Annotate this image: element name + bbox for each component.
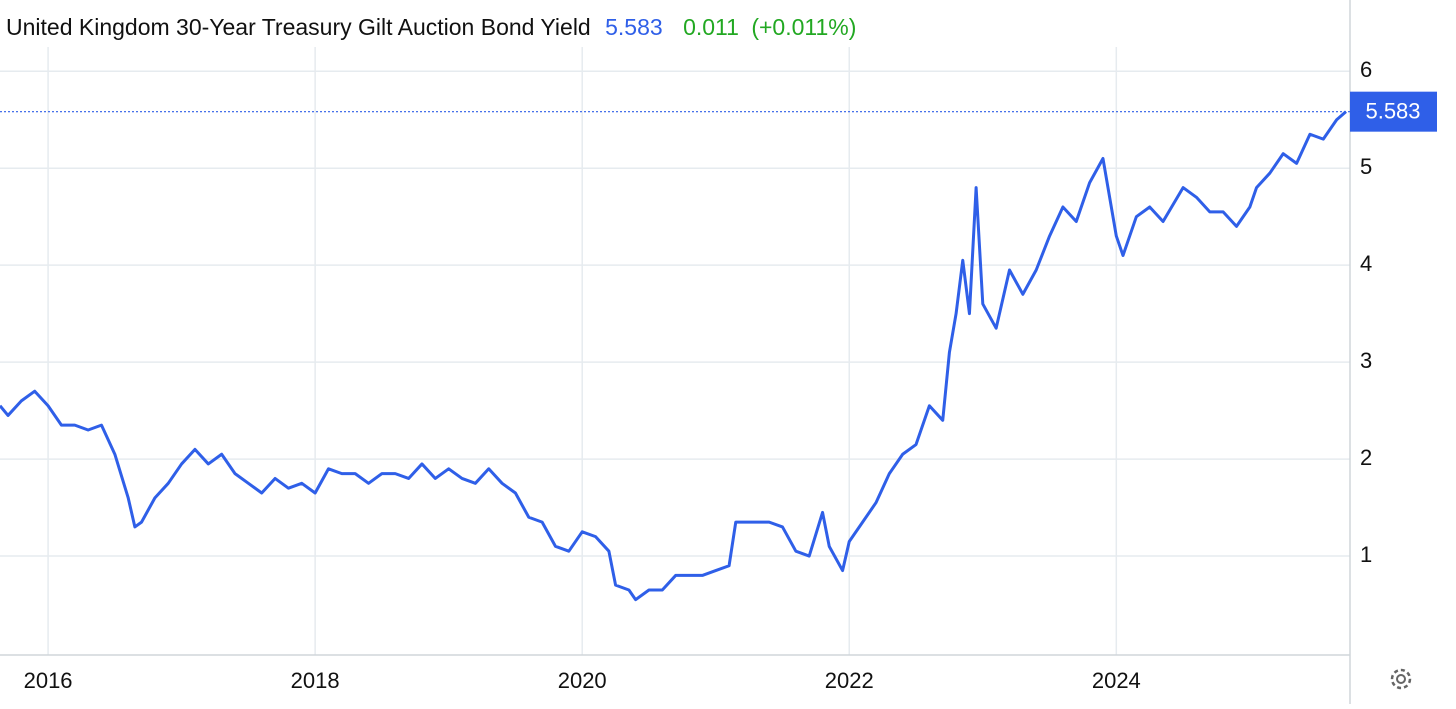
chart-title: United Kingdom 30-Year Treasury Gilt Auc… — [6, 14, 591, 40]
y-tick-label: 1 — [1360, 542, 1372, 567]
last-value-label: 5.583 — [1365, 98, 1420, 123]
x-tick-label: 2020 — [558, 668, 607, 693]
settings-icon[interactable] — [1390, 668, 1412, 690]
y-tick-label: 5 — [1360, 154, 1372, 179]
last-value-box — [1350, 91, 1437, 132]
y-tick-label: 4 — [1360, 251, 1372, 276]
series-line — [0, 110, 1347, 602]
y-tick-label: 6 — [1360, 57, 1372, 82]
x-tick-label: 2024 — [1092, 668, 1141, 693]
last-value: 5.583 — [605, 14, 663, 40]
x-tick-label: 2022 — [825, 668, 874, 693]
y-tick-label: 3 — [1360, 348, 1372, 373]
change-pct: (+0.011%) — [751, 14, 856, 40]
x-tick-label: 2018 — [291, 668, 340, 693]
chart-header: United Kingdom 30-Year Treasury Gilt Auc… — [6, 14, 856, 40]
change: 0.011 — [683, 14, 739, 40]
y-tick-label: 2 — [1360, 445, 1372, 470]
x-tick-label: 2016 — [24, 668, 73, 693]
